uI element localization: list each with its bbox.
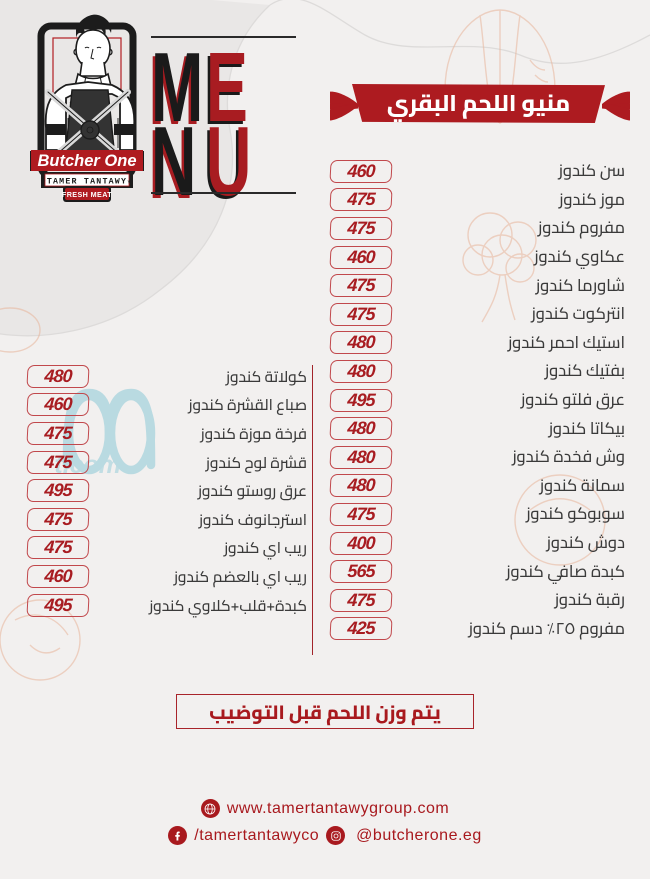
svg-text:★TAMER TANTAWY★: ★TAMER TANTAWY★ bbox=[41, 178, 134, 187]
svg-text:Butcher One: Butcher One bbox=[37, 152, 136, 170]
svg-text:FRESH MEAT: FRESH MEAT bbox=[62, 190, 112, 199]
